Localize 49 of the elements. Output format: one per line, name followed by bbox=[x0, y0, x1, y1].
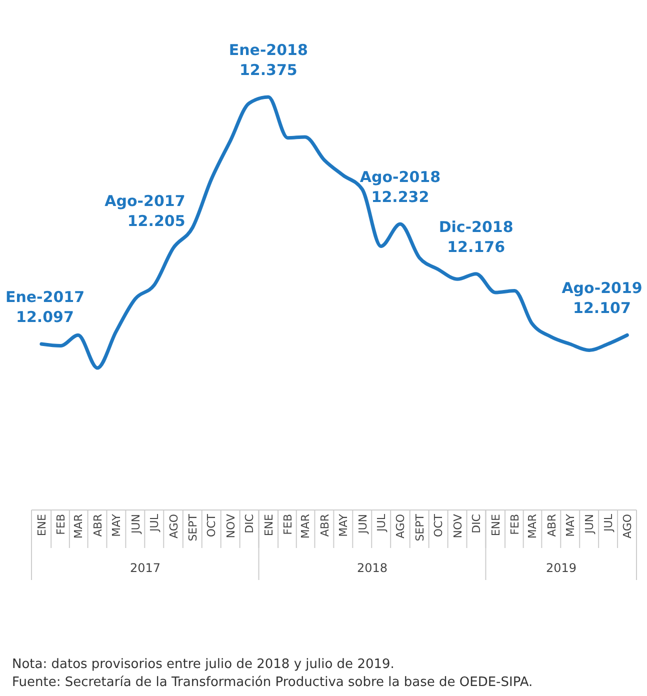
x-tick-label: FEB bbox=[282, 514, 295, 535]
x-tick-label: MAY bbox=[110, 514, 124, 537]
x-tick-label: ENE bbox=[262, 514, 276, 536]
x-tick-label: JUL bbox=[148, 513, 161, 532]
annotation: Ago-2019 bbox=[562, 279, 642, 298]
x-tick-label: ABR bbox=[91, 514, 104, 537]
text: 2018 bbox=[356, 561, 388, 575]
x-tick-label: AGO bbox=[167, 514, 180, 539]
x-tick-label: AGO bbox=[394, 514, 408, 539]
source-note: Fuente: Secretaría de la Transformación Productiva sobre la base de OEDE-SIPA. bbox=[12, 675, 533, 690]
data-label: 12.176 bbox=[447, 238, 506, 256]
text: Nota: datos provisorios entre julio de 2018 y julio de 2019. bbox=[12, 657, 394, 672]
data-label: 12.097 bbox=[16, 308, 74, 326]
x-tick-label: ENE bbox=[35, 514, 48, 536]
text: 2017 bbox=[130, 561, 161, 575]
text: 2019 bbox=[546, 561, 577, 575]
x-tick-label: JUN bbox=[129, 514, 142, 535]
x-tick-label: FEB bbox=[508, 514, 522, 535]
annotation: Dic-2018 bbox=[438, 218, 514, 236]
x-tick-label: NOV bbox=[224, 514, 238, 538]
x-tick-label: MAY bbox=[337, 514, 350, 537]
x-tick-label: DIC bbox=[243, 514, 256, 534]
x-tick-label: MAY bbox=[564, 514, 577, 537]
x-tick-label: OCT bbox=[432, 514, 446, 538]
annotation: Ago-2017 bbox=[104, 192, 186, 210]
x-tick-label: MAR bbox=[299, 514, 312, 539]
data-label: 12.375 bbox=[239, 61, 298, 79]
annotation: Ago-2018 bbox=[360, 168, 441, 186]
x-tick-label: ENE bbox=[489, 514, 502, 536]
annotation: Ene-2018 bbox=[228, 41, 308, 59]
x-tick-label: JUN bbox=[356, 514, 370, 535]
x-tick-label: ABR bbox=[318, 514, 332, 537]
data-label: 12.232 bbox=[371, 188, 430, 206]
x-tick-label: SEPT bbox=[186, 514, 200, 542]
x-tick-label: AGO bbox=[621, 514, 634, 539]
data-label: 12.107 bbox=[573, 299, 631, 318]
annotation: Ene-2017 bbox=[5, 288, 85, 306]
x-tick-label: OCT bbox=[205, 514, 218, 538]
x-tick-label: JUN bbox=[583, 514, 596, 535]
x-tick-label: MAR bbox=[72, 514, 86, 539]
x-tick-label: DIC bbox=[470, 514, 484, 534]
x-tick-label: SEPT bbox=[413, 514, 426, 542]
x-tick-label: FEB bbox=[54, 514, 68, 535]
x-tick-label: JUL bbox=[374, 513, 388, 532]
x-tick-label: JUL bbox=[602, 513, 615, 532]
data-label: 12.205 bbox=[127, 212, 186, 230]
x-tick-label: ABR bbox=[545, 514, 558, 537]
x-tick-label: NOV bbox=[451, 514, 464, 538]
x-tick-label: MAR bbox=[526, 514, 540, 539]
